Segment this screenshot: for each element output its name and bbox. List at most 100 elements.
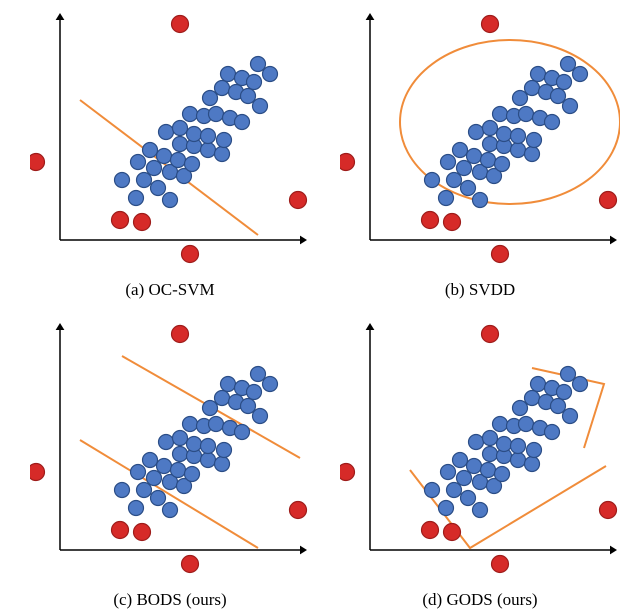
inlier-point: [201, 143, 216, 158]
inlier-point: [493, 417, 508, 432]
inlier-point: [235, 425, 250, 440]
inlier-point: [495, 467, 510, 482]
caption-a: (a) OC-SVM: [30, 280, 310, 300]
inlier-point: [513, 91, 528, 106]
inlier-point: [531, 67, 546, 82]
inlier-point: [481, 463, 496, 478]
outlier-point: [30, 154, 45, 171]
inlier-point: [525, 391, 540, 406]
inlier-point: [439, 501, 454, 516]
inlier-point: [115, 483, 130, 498]
outlier-point: [422, 522, 439, 539]
inlier-point: [557, 75, 572, 90]
inlier-point: [573, 67, 588, 82]
inlier-point: [171, 463, 186, 478]
outlier-point: [444, 214, 461, 231]
inlier-point: [497, 437, 512, 452]
chart-b: [340, 10, 620, 270]
inlier-point: [563, 99, 578, 114]
inlier-point: [143, 453, 158, 468]
inlier-point: [483, 447, 498, 462]
panel-b: [340, 10, 620, 270]
inlier-point: [513, 401, 528, 416]
inlier-point: [131, 155, 146, 170]
inlier-point: [557, 385, 572, 400]
inlier-point: [115, 173, 130, 188]
inlier-point: [159, 435, 174, 450]
inlier-point: [461, 181, 476, 196]
inlier-point: [235, 115, 250, 130]
inlier-point: [493, 107, 508, 122]
outlier-point: [340, 154, 355, 171]
outlier-point: [600, 502, 617, 519]
inlier-point: [247, 75, 262, 90]
inlier-point: [467, 149, 482, 164]
inlier-point: [203, 401, 218, 416]
panel-a: [30, 10, 310, 270]
inlier-point: [511, 453, 526, 468]
inlier-point: [253, 409, 268, 424]
outlier-point: [482, 326, 499, 343]
figure: (a) OC-SVM(b) SVDD(c) BODS (ours)(d) GOD…: [0, 0, 640, 614]
inlier-point: [147, 471, 162, 486]
inlier-point: [147, 161, 162, 176]
inlier-point: [551, 399, 566, 414]
inlier-point: [217, 133, 232, 148]
inlier-point: [163, 193, 178, 208]
inlier-point: [263, 377, 278, 392]
inlier-point: [183, 107, 198, 122]
inlier-point: [215, 147, 230, 162]
inlier-point: [215, 457, 230, 472]
chart-a: [30, 10, 310, 270]
inlier-point: [511, 129, 526, 144]
outlier-point: [290, 502, 307, 519]
outlier-point: [422, 212, 439, 229]
inlier-point: [187, 437, 202, 452]
inlier-point: [159, 125, 174, 140]
inlier-point: [483, 121, 498, 136]
inlier-point: [573, 377, 588, 392]
inlier-point: [183, 417, 198, 432]
inlier-point: [481, 153, 496, 168]
inlier-point: [527, 133, 542, 148]
outlier-point: [172, 326, 189, 343]
inlier-point: [561, 57, 576, 72]
inlier-point: [129, 501, 144, 516]
inlier-point: [173, 121, 188, 136]
inlier-point: [545, 425, 560, 440]
chart-d: [340, 320, 620, 580]
inlier-point: [185, 157, 200, 172]
inlier-point: [187, 127, 202, 142]
inlier-point: [209, 417, 224, 432]
inlier-point: [527, 443, 542, 458]
outlier-point: [182, 556, 199, 573]
inlier-point: [253, 99, 268, 114]
outlier-point: [134, 524, 151, 541]
panel-c: [30, 320, 310, 580]
inlier-point: [151, 181, 166, 196]
outlier-point: [600, 192, 617, 209]
chart-c: [30, 320, 310, 580]
inlier-point: [525, 147, 540, 162]
inlier-point: [137, 173, 152, 188]
inlier-point: [251, 367, 266, 382]
inlier-point: [551, 89, 566, 104]
inlier-point: [131, 465, 146, 480]
inlier-point: [497, 127, 512, 142]
inlier-point: [247, 385, 262, 400]
outlier-point: [112, 522, 129, 539]
inlier-point: [563, 409, 578, 424]
inlier-point: [201, 129, 216, 144]
outlier-point: [112, 212, 129, 229]
inlier-point: [157, 459, 172, 474]
inlier-point: [173, 137, 188, 152]
inlier-point: [217, 443, 232, 458]
inlier-point: [473, 503, 488, 518]
caption-b: (b) SVDD: [340, 280, 620, 300]
outlier-point: [290, 192, 307, 209]
inlier-point: [129, 191, 144, 206]
inlier-point: [483, 431, 498, 446]
inlier-point: [173, 431, 188, 446]
inlier-point: [143, 143, 158, 158]
inlier-point: [171, 153, 186, 168]
